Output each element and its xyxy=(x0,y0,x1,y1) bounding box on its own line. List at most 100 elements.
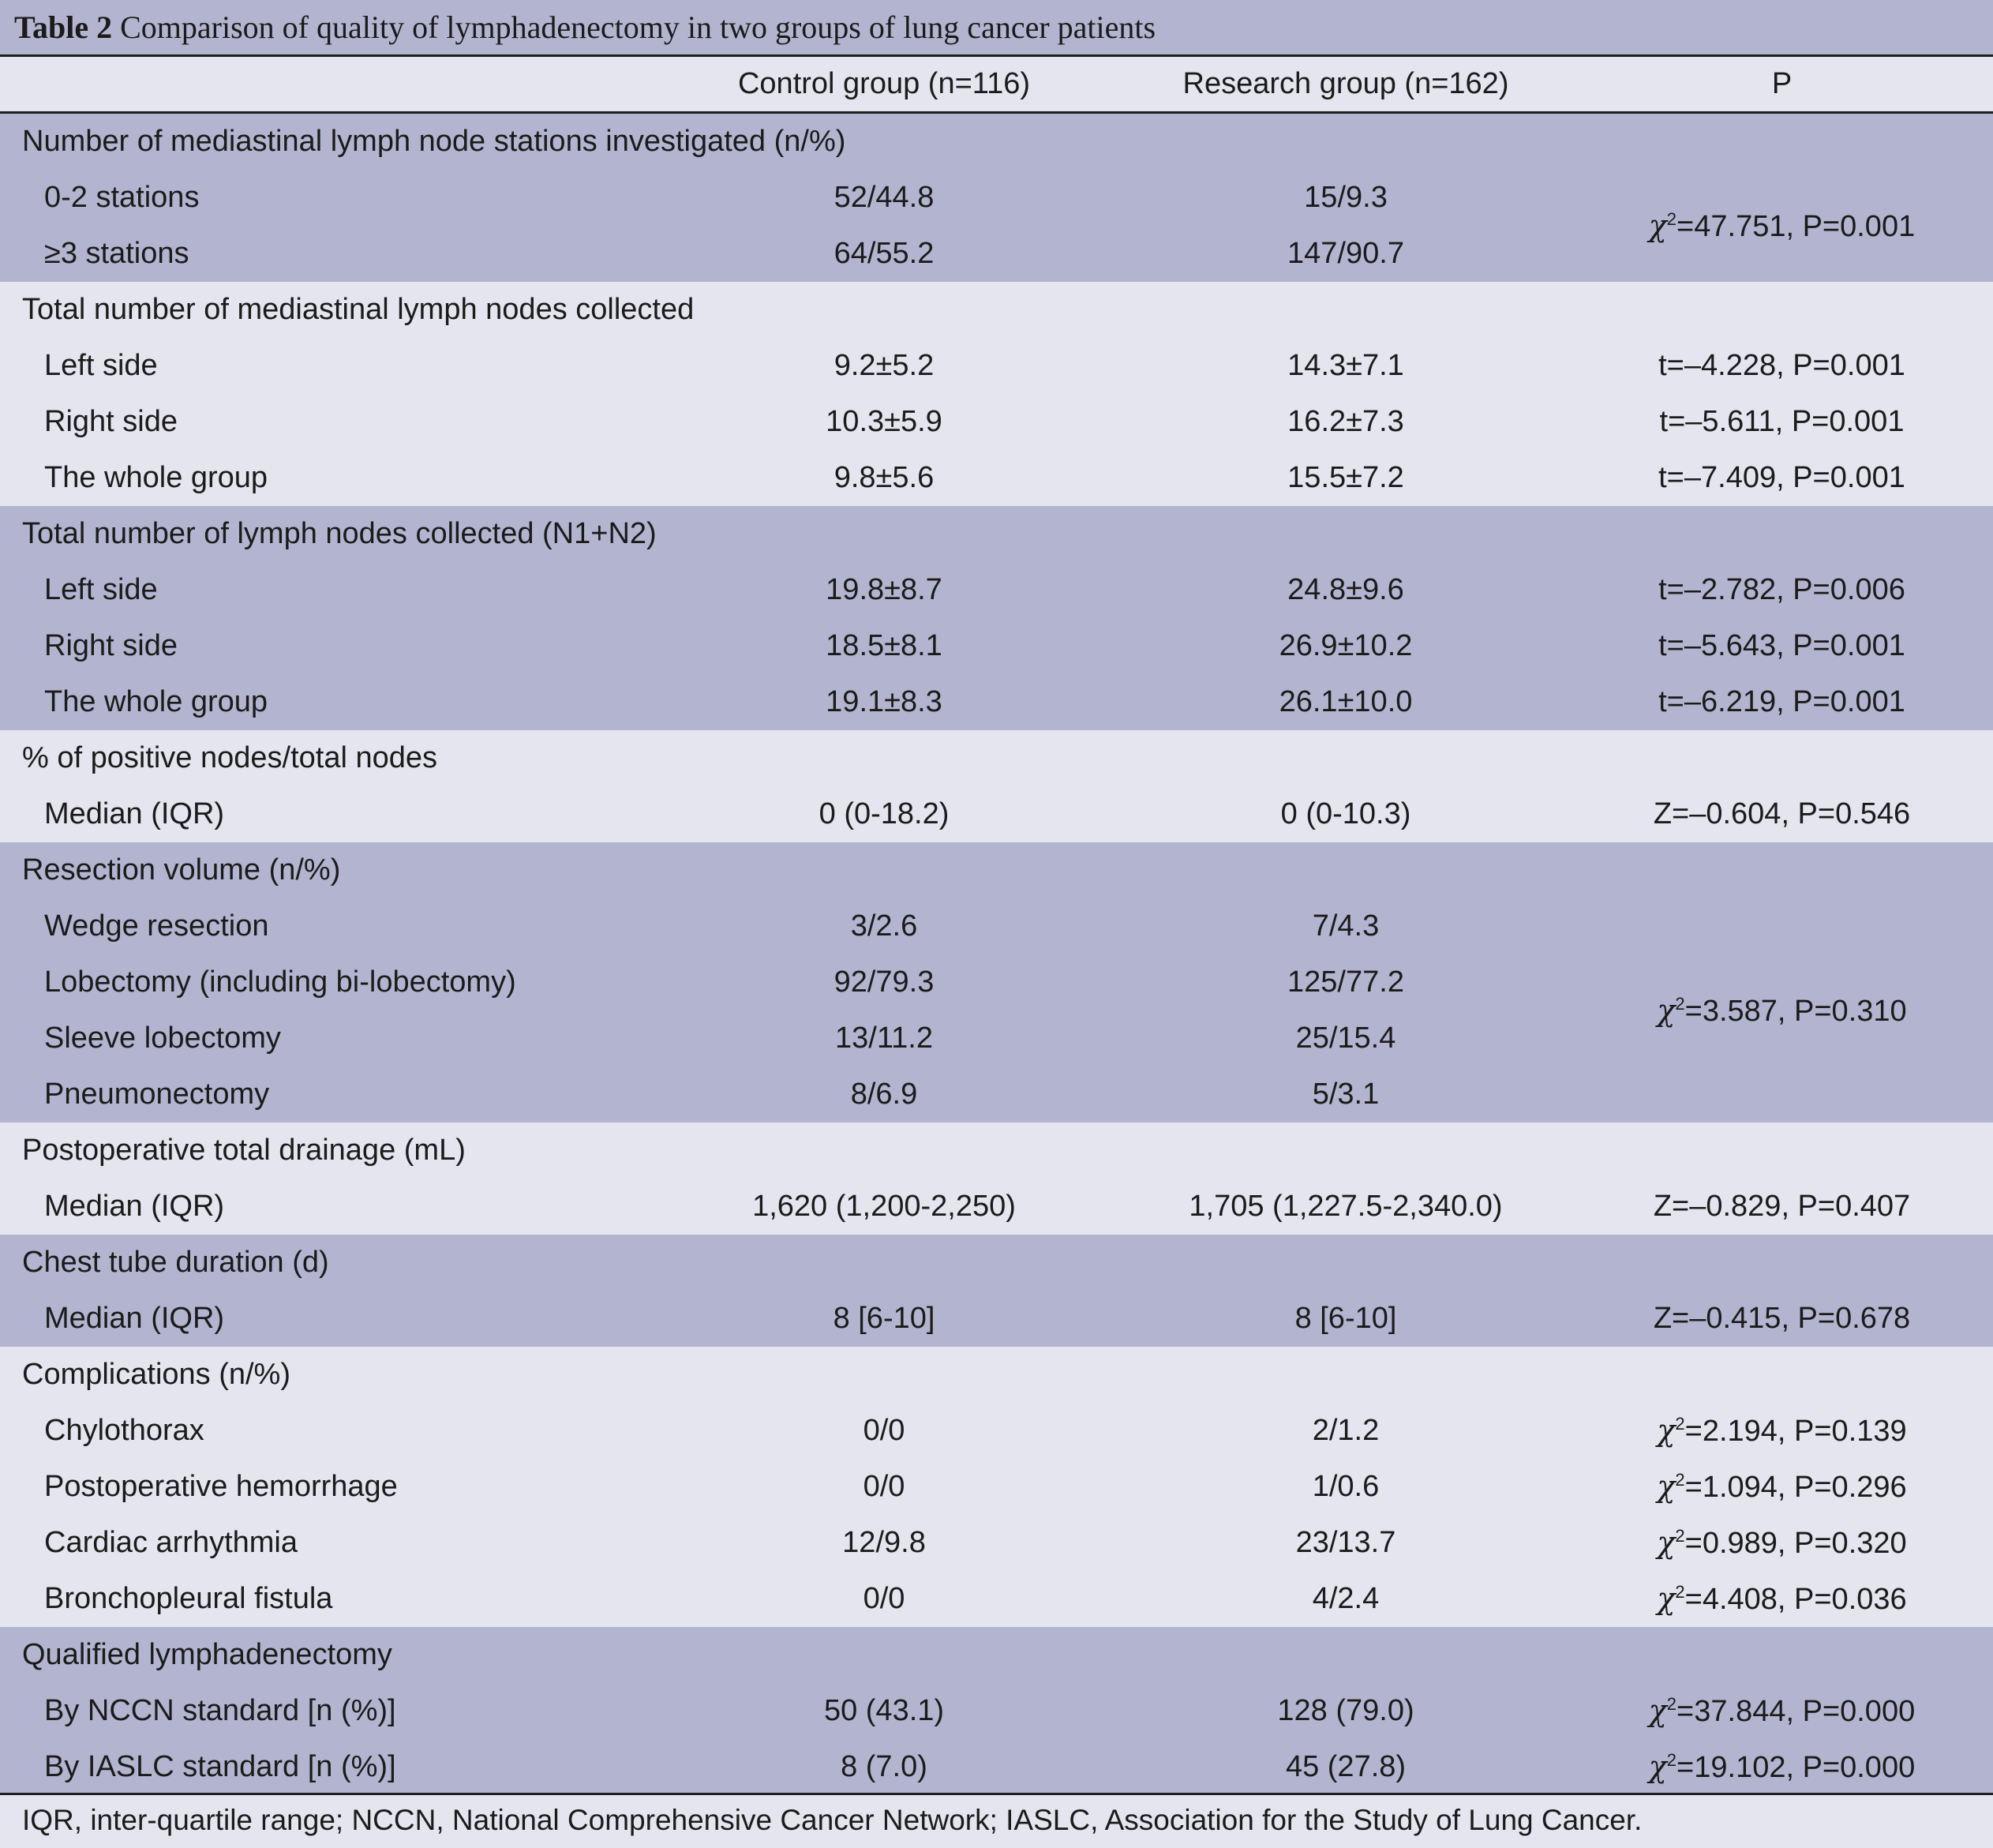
cell-control: 12/9.8 xyxy=(842,1526,926,1559)
table-group: Number of mediastinal lymph node station… xyxy=(0,114,1993,282)
table-title-text: Comparison of quality of lymphadenectomy… xyxy=(120,9,1156,45)
header-control: Control group (n=116) xyxy=(737,67,1031,100)
cell-control: 52/44.8 xyxy=(834,181,935,214)
cell-research: 8 [6-10] xyxy=(1294,1302,1397,1335)
group-heading-row: Total number of lymph nodes collected (N… xyxy=(0,506,1993,562)
group-heading-row: Chest tube duration (d) xyxy=(0,1235,1993,1291)
chi-symbol: χ xyxy=(1648,208,1667,243)
row-label: Wedge resection xyxy=(44,909,269,943)
table-row: Lobectomy (including bi-lobectomy) 92/79.… xyxy=(0,954,1993,1010)
cell-control: 8/6.9 xyxy=(850,1078,918,1111)
cell-research: 14.3±7.1 xyxy=(1287,349,1404,382)
table-row: Median (IQR) 8 [6-10] 8 [6-10] Z=–0.415, P=… xyxy=(0,1291,1993,1347)
cell-p: t=–6.219, P=0.001 xyxy=(1658,685,1905,718)
group-heading: Resection volume (n/%) xyxy=(22,853,341,887)
cell-control: 50 (43.1) xyxy=(823,1694,945,1727)
cell-control: 92/79.3 xyxy=(834,965,935,999)
cell-research: 16.2±7.3 xyxy=(1287,405,1404,438)
cell-p: Z=–0.829, P=0.407 xyxy=(1653,1190,1911,1223)
cell-research: 1/0.6 xyxy=(1312,1470,1380,1503)
cell-research: 4/2.4 xyxy=(1312,1582,1380,1615)
table-body: Number of mediastinal lymph node station… xyxy=(0,114,1993,1795)
row-label: Right side xyxy=(44,629,178,662)
cell-control: 0/0 xyxy=(863,1414,905,1447)
group-heading-row: Postoperative total drainage (mL) xyxy=(0,1123,1993,1179)
chi-superscript: 2 xyxy=(1675,1526,1685,1546)
cell-control: 64/55.2 xyxy=(834,237,935,270)
row-label: The whole group xyxy=(44,461,268,494)
table-row: By NCCN standard [n (%)] 50 (43.1) 128 (79… xyxy=(0,1683,1993,1739)
chi-symbol: χ xyxy=(1657,1469,1676,1504)
cell-research: 25/15.4 xyxy=(1295,1021,1396,1055)
cell-control: 0/0 xyxy=(863,1470,905,1503)
group-heading: Qualified lymphadenectomy xyxy=(22,1638,392,1671)
chi-superscript: 2 xyxy=(1675,1582,1685,1602)
chi-symbol: χ xyxy=(1648,1693,1667,1728)
cell-research: 5/3.1 xyxy=(1312,1078,1380,1111)
table-row: 0-2 stations 52/44.8 15/9.3 xyxy=(0,170,1993,226)
table-group: Chest tube duration (d) Median (IQR) 8 [6-… xyxy=(0,1235,1993,1347)
row-label: Left side xyxy=(44,349,158,382)
cell-research: 26.9±10.2 xyxy=(1279,629,1413,662)
cell-research: 24.8±9.6 xyxy=(1287,573,1404,606)
p-value-text: =19.102, P=0.000 xyxy=(1676,1751,1916,1784)
p-value-text: =4.408, P=0.036 xyxy=(1684,1583,1907,1616)
chi-symbol: χ xyxy=(1657,1413,1676,1448)
cell-research: 125/77.2 xyxy=(1287,965,1404,999)
cell-p: χ2=0.989, P=0.320 xyxy=(1571,1515,1993,1572)
chi-symbol: χ xyxy=(1657,1581,1676,1616)
row-label: Median (IQR) xyxy=(44,1302,225,1335)
cell-p: χ2=37.844, P=0.000 xyxy=(1571,1683,1993,1740)
row-label: Sleeve lobectomy xyxy=(44,1021,281,1055)
row-label: The whole group xyxy=(44,685,268,718)
cell-p: χ2=19.102, P=0.000 xyxy=(1571,1739,1993,1796)
group-heading-row: Total number of mediastinal lymph nodes … xyxy=(0,282,1993,338)
p-value-text: =1.094, P=0.296 xyxy=(1684,1471,1907,1504)
header-research: Research group (n=162) xyxy=(1182,67,1509,100)
cell-control: 19.8±8.7 xyxy=(826,573,942,606)
cell-p: t=–5.611, P=0.001 xyxy=(1659,405,1905,438)
table-group: Complications (n/%) Chylothorax 0/0 2/1.2 χ2… xyxy=(0,1347,1993,1627)
group-heading: Total number of mediastinal lymph nodes … xyxy=(22,293,695,326)
table-row: The whole group 19.1±8.3 26.1±10.0 t=–6.219… xyxy=(0,674,1993,730)
cell-p: t=–4.228, P=0.001 xyxy=(1658,349,1905,382)
group-heading-row: Resection volume (n/%) xyxy=(0,842,1993,898)
cell-research: 26.1±10.0 xyxy=(1279,685,1413,718)
cell-control: 18.5±8.1 xyxy=(826,629,942,662)
table-group: Total number of mediastinal lymph nodes … xyxy=(0,282,1993,506)
group-heading: Postoperative total drainage (mL) xyxy=(22,1134,466,1167)
cell-p-merged: χ2=47.751, P=0.001 xyxy=(1571,170,1993,282)
row-label: By IASLC standard [n (%)] xyxy=(44,1750,396,1783)
row-label: Median (IQR) xyxy=(44,1190,225,1223)
chi-symbol: χ xyxy=(1657,993,1676,1028)
row-label: 0-2 stations xyxy=(44,181,200,214)
row-label: Left side xyxy=(44,573,158,606)
row-label: By NCCN standard [n (%)] xyxy=(44,1694,396,1727)
cell-control: 8 [6-10] xyxy=(833,1302,935,1335)
table-footnote: IQR, inter-quartile range; NCCN, Nationa… xyxy=(0,1793,1993,1848)
cell-research: 45 (27.8) xyxy=(1285,1750,1407,1783)
cell-control: 1,620 (1,200-2,250) xyxy=(752,1190,1016,1223)
chi-symbol: χ xyxy=(1657,1525,1676,1560)
cell-p: Z=–0.604, P=0.546 xyxy=(1653,797,1911,830)
table-row: Median (IQR) 1,620 (1,200-2,250) 1,705 (1,… xyxy=(0,1179,1993,1235)
cell-p: χ2=4.408, P=0.036 xyxy=(1571,1571,1993,1628)
table-row: Bronchopleural fistula 0/0 4/2.4 χ2=4.408, … xyxy=(0,1571,1993,1627)
table-row: By IASLC standard [n (%)] 8 (7.0) 45 (27.8… xyxy=(0,1739,1993,1795)
cell-research: 2/1.2 xyxy=(1312,1414,1380,1447)
row-label: Bronchopleural fistula xyxy=(44,1582,333,1615)
cell-control: 0/0 xyxy=(863,1582,905,1615)
chi-superscript: 2 xyxy=(1666,1750,1677,1770)
p-value-text: =2.194, P=0.139 xyxy=(1684,1415,1907,1448)
cell-research: 1,705 (1,227.5-2,340.0) xyxy=(1189,1190,1503,1223)
header-p: P xyxy=(1771,67,1793,100)
cell-control: 10.3±5.9 xyxy=(826,405,942,438)
row-label: Lobectomy (including bi-lobectomy) xyxy=(44,965,516,999)
table-row: Median (IQR) 0 (0-18.2) 0 (0-10.3) Z=–0.604… xyxy=(0,786,1993,842)
chi-symbol: χ xyxy=(1648,1749,1667,1784)
chi-superscript: 2 xyxy=(1666,209,1677,229)
table-row: Pneumonectomy 8/6.9 5/3.1 xyxy=(0,1066,1993,1123)
table-row: Sleeve lobectomy 13/11.2 25/15.4 xyxy=(0,1010,1993,1066)
group-heading: Chest tube duration (d) xyxy=(22,1246,329,1279)
table-group: Postoperative total drainage (mL) Median … xyxy=(0,1123,1993,1235)
